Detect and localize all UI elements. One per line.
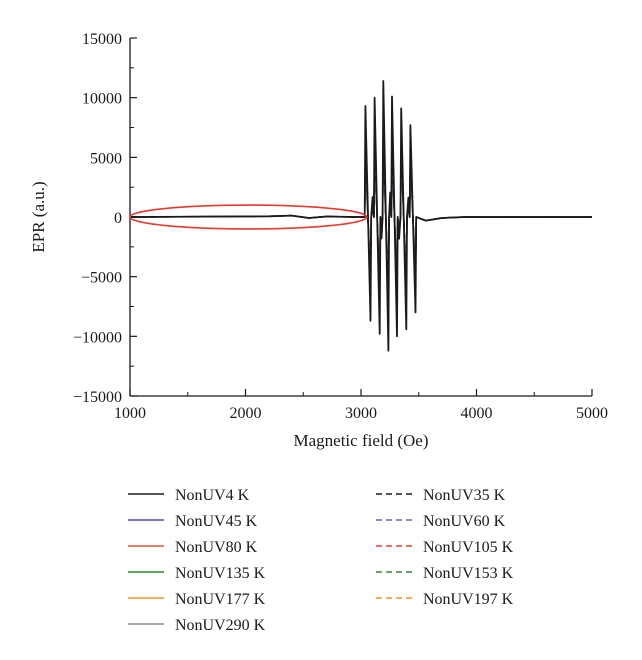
series-curve bbox=[129, 159, 592, 278]
legend-label: NonUV153 K bbox=[423, 565, 514, 582]
x-tick-label: 2000 bbox=[230, 405, 262, 422]
annotation-ellipse bbox=[129, 204, 368, 230]
y-axis-title: EPR (a.u.) bbox=[29, 181, 48, 252]
y-tick-label: 10000 bbox=[82, 91, 122, 108]
series-curve bbox=[129, 147, 592, 290]
series-curve bbox=[129, 144, 592, 293]
y-ticks: −15000 −10000 −5000 0 5000 10000 15000 bbox=[73, 31, 137, 406]
x-ticks: 1000 2000 3000 4000 5000 bbox=[114, 389, 608, 422]
series-curve bbox=[129, 145, 592, 292]
legend-label: NonUV177 K bbox=[175, 591, 266, 608]
series-curve bbox=[129, 162, 592, 274]
y-tick-label: −5000 bbox=[81, 270, 122, 287]
legend-label: NonUV45 K bbox=[175, 513, 258, 530]
series-curve bbox=[129, 149, 592, 287]
legend-label: NonUV4 K bbox=[175, 487, 250, 504]
legend-label: NonUV105 K bbox=[423, 539, 514, 556]
y-tick-label: 5000 bbox=[90, 150, 122, 167]
series-curve bbox=[129, 154, 592, 283]
legend-label: NonUV135 K bbox=[175, 565, 266, 582]
y-tick-label: −15000 bbox=[73, 389, 122, 406]
y-tick-label: 0 bbox=[114, 210, 122, 227]
series-curves bbox=[129, 80, 592, 352]
x-tick-label: 3000 bbox=[345, 405, 377, 422]
legend-label: NonUV197 K bbox=[423, 591, 514, 608]
x-tick-label: 4000 bbox=[461, 405, 493, 422]
x-axis-title: Magnetic field (Oe) bbox=[294, 431, 429, 450]
x-tick-label: 5000 bbox=[576, 405, 608, 422]
legend-label: NonUV80 K bbox=[175, 539, 258, 556]
series-curve bbox=[129, 80, 592, 352]
series-curve bbox=[129, 151, 592, 285]
series-curve bbox=[129, 156, 592, 280]
annotation-ellipse-group bbox=[129, 204, 368, 230]
legend-label: NonUV35 K bbox=[423, 487, 506, 504]
legend: NonUV4 K NonUV45 K NonUV80 K NonUV135 K NonU… bbox=[128, 487, 514, 634]
legend-label: NonUV290 K bbox=[175, 617, 266, 634]
y-tick-label: 15000 bbox=[82, 31, 122, 48]
legend-label: NonUV60 K bbox=[423, 513, 506, 530]
x-tick-label: 1000 bbox=[114, 405, 146, 422]
y-tick-label: −10000 bbox=[73, 329, 122, 346]
